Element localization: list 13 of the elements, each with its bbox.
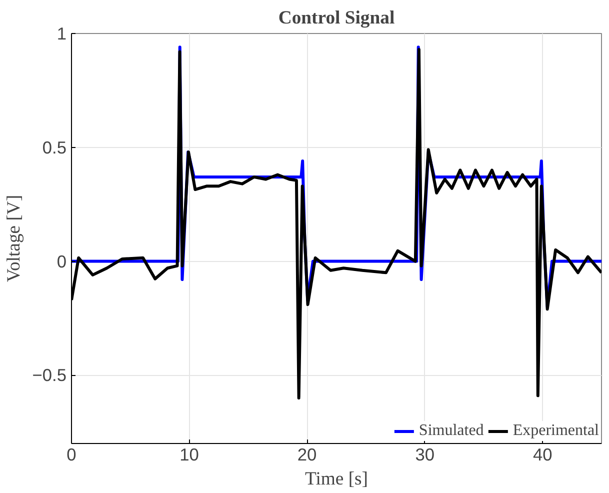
x-tick-label: 20 [297,444,317,464]
x-axis-title: Time [s] [304,468,368,490]
legend-label: Experimental [512,422,599,440]
legend-label: Simulated [418,422,484,440]
y-tick-label: −0.5 [32,365,67,386]
y-tick-label: 0 [56,251,67,272]
y-tick-label: 1 [56,24,67,44]
x-tick-label: 30 [415,444,434,464]
y-axis-title: Voltage [V] [3,194,24,282]
y-tick-label: 0.5 [42,137,67,158]
chart-title: Control Signal [278,8,395,28]
x-tick-label: 10 [180,444,199,464]
x-tick-label: 40 [532,444,552,464]
